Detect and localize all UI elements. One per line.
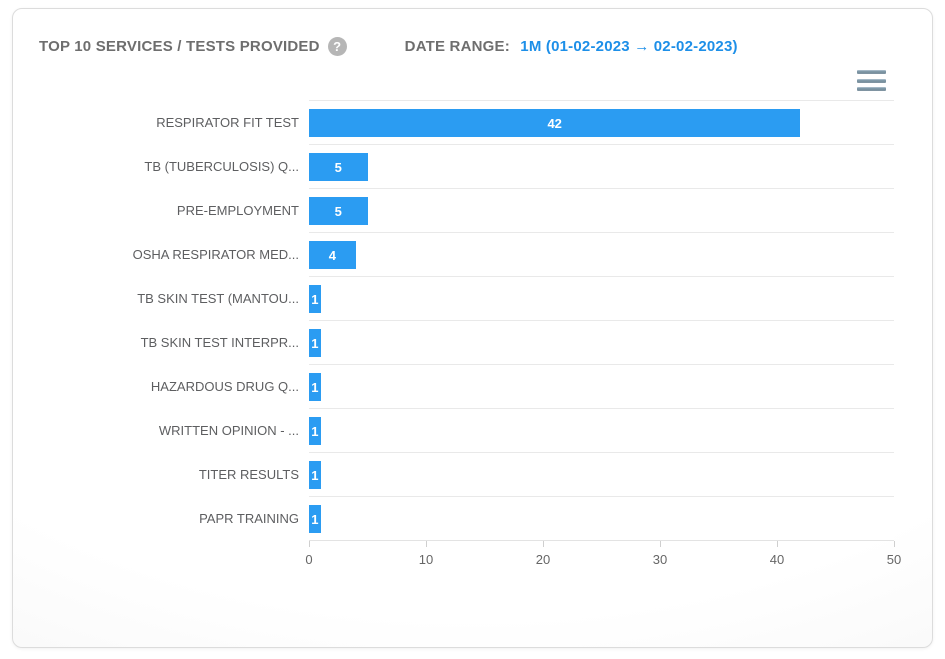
bar-chart: RESPIRATOR FIT TEST 42 TB (TUBERCULOSIS) Q… [39, 100, 901, 580]
chart-row: TITER RESULTS 1 [39, 452, 894, 496]
bar-value-label: 42 [547, 115, 562, 131]
chart-rows: RESPIRATOR FIT TEST 42 TB (TUBERCULOSIS) Q… [39, 100, 894, 540]
bar[interactable]: 5 [309, 153, 368, 181]
bar-value-label: 1 [311, 379, 319, 395]
page-title: TOP 10 SERVICES / TESTS PROVIDED [39, 38, 320, 55]
x-tick-mark [660, 541, 661, 547]
category-label: TB (TUBERCULOSIS) Q... [144, 158, 299, 174]
x-axis-scale: 0 10 20 30 40 50 [305, 540, 901, 580]
bar-value-label: 1 [311, 467, 319, 483]
chart-row: PRE-EMPLOYMENT 5 [39, 188, 894, 232]
category-label: OSHA RESPIRATOR MED... [132, 246, 299, 262]
panel-header: TOP 10 SERVICES / TESTS PROVIDED ? DATE … [13, 9, 932, 56]
x-tick-mark [894, 541, 895, 547]
chart-row: HAZARDOUS DRUG Q... 1 [39, 364, 894, 408]
chart-row: RESPIRATOR FIT TEST 42 [39, 100, 894, 144]
plot-cell: 5 [309, 144, 894, 188]
hamburger-menu-icon[interactable] [857, 70, 886, 91]
bar[interactable]: 4 [309, 241, 356, 269]
category-label: PAPR TRAINING [199, 510, 299, 526]
plot-cell: 1 [309, 496, 894, 540]
category-label: WRITTEN OPINION - ... [158, 422, 299, 438]
x-tick-label: 40 [769, 552, 785, 567]
plot-cell: 5 [309, 188, 894, 232]
chart-row: PAPR TRAINING 1 [39, 496, 894, 540]
x-tick-mark [543, 541, 544, 547]
chart-row: TB SKIN TEST INTERPR... 1 [39, 320, 894, 364]
bar-value-label: 5 [334, 159, 342, 175]
chart-panel: TOP 10 SERVICES / TESTS PROVIDED ? DATE … [12, 8, 933, 648]
chart-row: TB SKIN TEST (MANTOU... 1 [39, 276, 894, 320]
plot-cell: 1 [309, 276, 894, 320]
bar-value-label: 1 [311, 423, 319, 439]
bar-value-label: 1 [311, 511, 319, 527]
x-tick-mark [309, 541, 310, 547]
category-label: PRE-EMPLOYMENT [176, 202, 299, 218]
chart-row: OSHA RESPIRATOR MED... 4 [39, 232, 894, 276]
date-range-value[interactable]: 1M (01-02-2023 → 02-02-2023) [520, 38, 738, 55]
bar[interactable]: 5 [309, 197, 368, 225]
bar[interactable]: 1 [309, 329, 321, 357]
chart-row: TB (TUBERCULOSIS) Q... 5 [39, 144, 894, 188]
bar[interactable]: 1 [309, 285, 321, 313]
category-label: TB SKIN TEST (MANTOU... [137, 290, 299, 306]
category-label: RESPIRATOR FIT TEST [156, 114, 299, 130]
bar[interactable]: 1 [309, 417, 321, 445]
x-tick-mark [426, 541, 427, 547]
chart-row: WRITTEN OPINION - ... 1 [39, 408, 894, 452]
x-tick-label: 10 [418, 552, 434, 567]
plot-cell: 1 [309, 364, 894, 408]
x-tick-label: 30 [652, 552, 668, 567]
bar-value-label: 1 [311, 291, 319, 307]
category-label: TITER RESULTS [198, 466, 299, 482]
x-tick-label: 50 [886, 552, 902, 567]
date-range: DATE RANGE: 1M (01-02-2023 → 02-02-2023) [405, 38, 738, 55]
x-axis: 0 10 20 30 40 50 [39, 540, 901, 580]
plot-cell: 42 [309, 100, 894, 144]
help-icon[interactable]: ? [327, 37, 347, 56]
bar[interactable]: 42 [309, 109, 801, 137]
category-label: TB SKIN TEST INTERPR... [140, 334, 299, 350]
bar-value-label: 1 [311, 335, 319, 351]
plot-cell: 1 [309, 320, 894, 364]
plot-cell: 1 [309, 408, 894, 452]
bar[interactable]: 1 [309, 461, 321, 489]
plot-cell: 1 [309, 452, 894, 496]
bar-value-label: 5 [334, 203, 342, 219]
bar-value-label: 4 [328, 247, 337, 263]
x-tick-label: 20 [535, 552, 551, 567]
toolbar [13, 56, 932, 92]
x-tick-label: 0 [305, 552, 313, 567]
date-range-label: DATE RANGE: [404, 38, 510, 55]
x-tick-mark [777, 541, 778, 547]
plot-cell: 4 [309, 232, 894, 276]
bar[interactable]: 1 [309, 373, 321, 401]
category-label: HAZARDOUS DRUG Q... [150, 378, 299, 394]
bar[interactable]: 1 [309, 505, 321, 533]
